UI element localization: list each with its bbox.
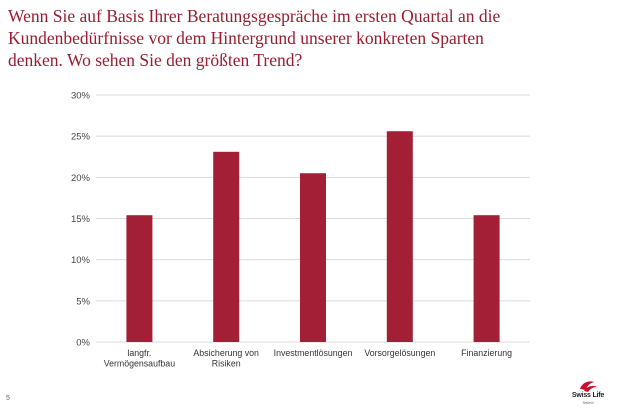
y-tick-label: 10%: [71, 255, 91, 266]
bar: [213, 151, 240, 342]
logo-subtext: Select: [582, 400, 594, 405]
x-tick-label: Vermögensaufbau: [104, 359, 176, 369]
bar: [386, 131, 413, 342]
y-tick-label: 30%: [71, 91, 91, 102]
x-tick-label: Investmentlösungen: [274, 348, 353, 358]
title-line-3: denken. Wo sehen Sie den größten Trend?: [8, 50, 303, 70]
x-tick-label: Risiken: [212, 359, 241, 369]
x-tick-label: langfr.: [127, 348, 151, 358]
page-number: 5: [6, 395, 10, 402]
bar: [300, 173, 326, 342]
title-line-1: Wenn Sie auf Basis Ihrer Beratungsgesprä…: [8, 6, 501, 26]
chart-title: Wenn Sie auf Basis Ihrer Beratungsgesprä…: [8, 5, 568, 71]
y-tick-label: 20%: [71, 173, 91, 184]
swiss-life-logo-icon: [580, 381, 597, 392]
swiss-life-logo: Swiss Life Select: [566, 378, 610, 410]
logo-text: Swiss Life: [571, 392, 605, 399]
y-tick-label: 15%: [71, 214, 91, 225]
y-tick-label: 0%: [76, 338, 90, 349]
y-tick-label: 5%: [76, 296, 90, 307]
y-tick-label: 25%: [71, 132, 91, 143]
bar: [126, 215, 153, 342]
bar: [473, 215, 500, 342]
title-line-2: Kundenbedürfnisse vor dem Hintergrund un…: [8, 28, 484, 48]
x-tick-label: Finanzierung: [461, 348, 512, 358]
x-tick-label: Vorsorgelösungen: [364, 348, 435, 358]
x-tick-label: Absicherung von: [193, 348, 259, 358]
